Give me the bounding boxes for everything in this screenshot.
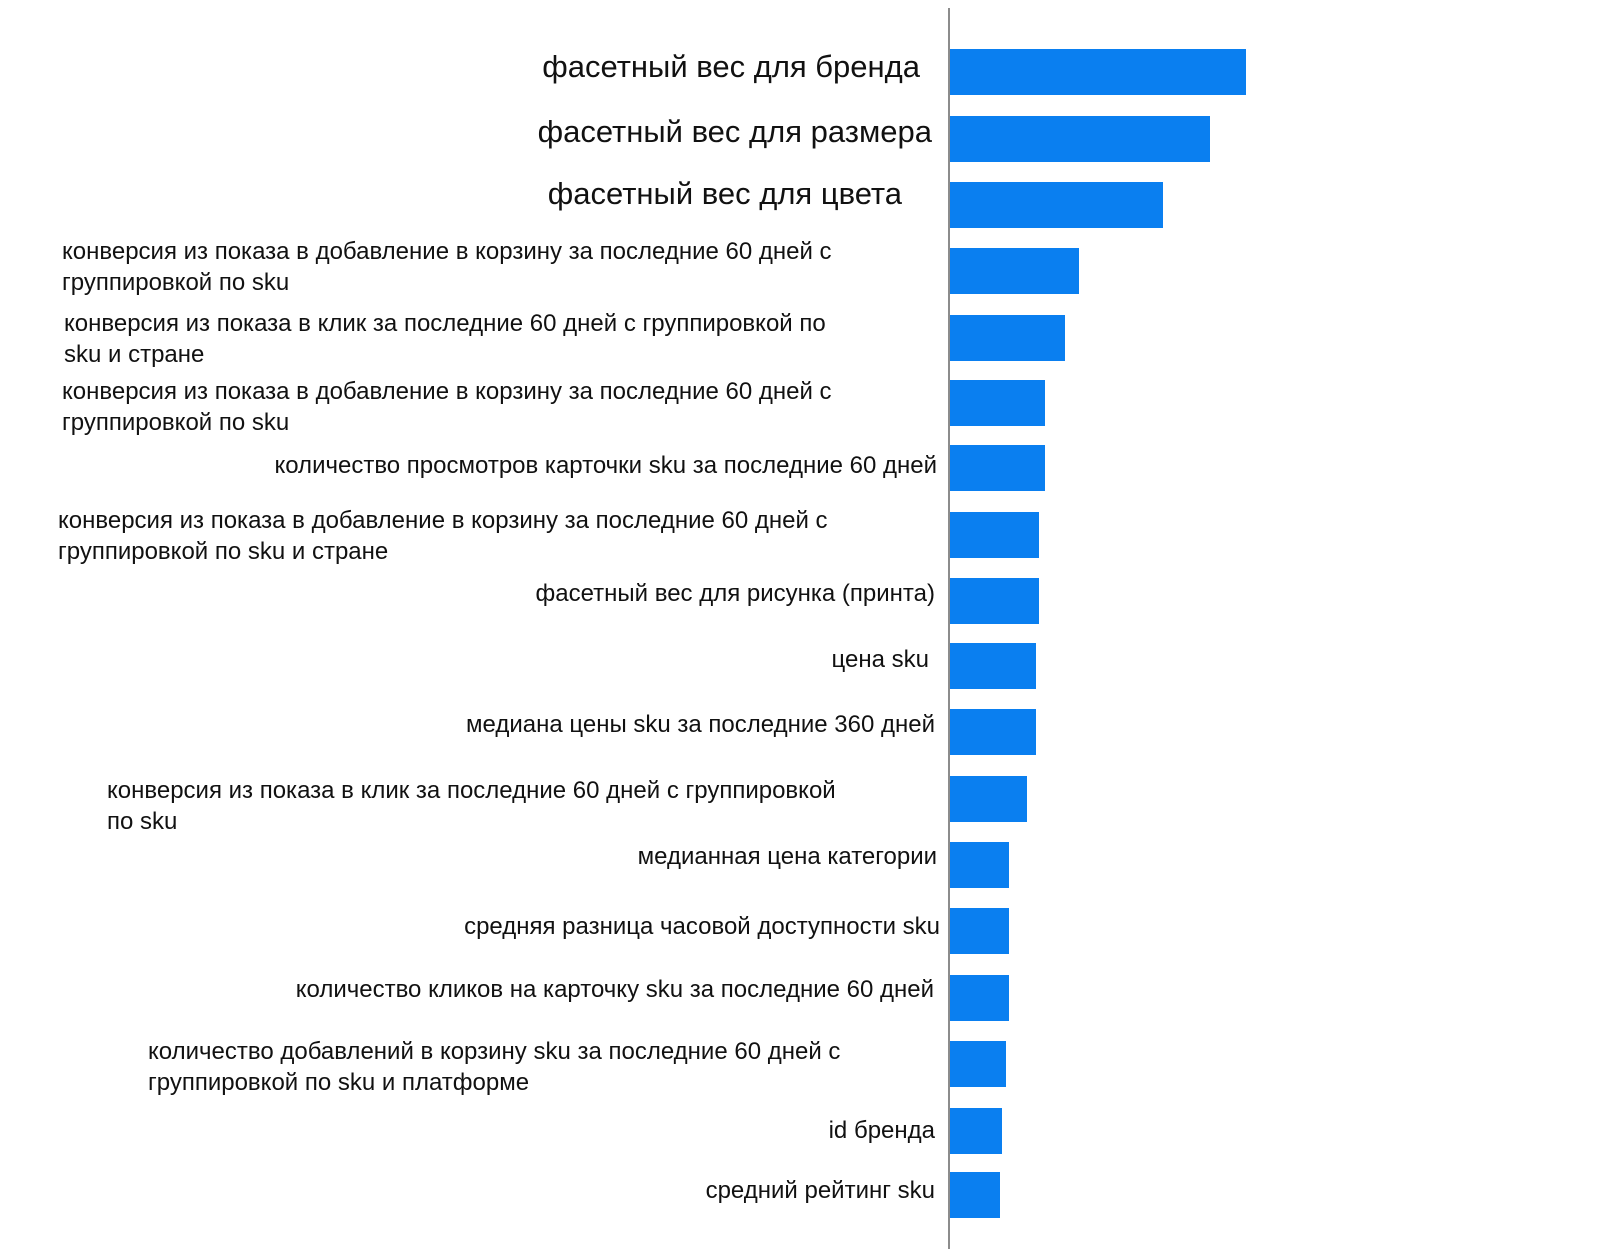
bar-17 (950, 1108, 1002, 1154)
category-label-18: средний рейтинг sku (705, 1177, 935, 1204)
category-label-16: количество добавлений в корзину sku за п… (148, 1038, 841, 1097)
category-label-11: медиана цены sku за последние 360 дней (466, 711, 935, 738)
bar-8 (950, 512, 1039, 558)
bar-9 (950, 578, 1039, 624)
category-label-12: конверсия из показа в клик за последние … (107, 777, 836, 836)
bar-14 (950, 908, 1009, 954)
bar-1 (950, 49, 1246, 95)
category-label-8: конверсия из показа в добавление в корзи… (58, 507, 828, 566)
bar-10 (950, 643, 1036, 689)
bar-11 (950, 709, 1036, 755)
category-label-14: средняя разница часовой доступности sku (464, 913, 940, 940)
category-label-3: фасетный вес для цвета (547, 176, 902, 211)
category-label-9: фасетный вес для рисунка (принта) (535, 580, 936, 607)
category-label-2: фасетный вес для размера (537, 114, 932, 149)
bar-2 (950, 116, 1210, 162)
category-label-17: id бренда (828, 1117, 935, 1144)
bar-15 (950, 975, 1009, 1021)
y-axis-line (948, 8, 950, 1249)
bar-6 (950, 380, 1045, 426)
bar-12 (950, 776, 1027, 822)
bar-13 (950, 842, 1009, 888)
category-label-15: количество кликов на карточку sku за пос… (295, 976, 934, 1003)
bar-18 (950, 1172, 1000, 1218)
bar-7 (950, 445, 1045, 491)
category-label-13: медианная цена категории (637, 843, 937, 870)
category-label-6: конверсия из показа в добавление в корзи… (62, 378, 832, 437)
category-label-5: конверсия из показа в клик за последние … (64, 310, 826, 369)
bar-5 (950, 315, 1065, 361)
category-label-4: конверсия из показа в добавление в корзи… (62, 238, 832, 297)
category-label-10: цена sku (831, 646, 929, 673)
category-label-7: количество просмотров карточки sku за по… (274, 452, 937, 479)
bar-16 (950, 1041, 1006, 1087)
category-label-1: фасетный вес для бренда (542, 49, 920, 84)
bar-4 (950, 248, 1079, 294)
bar-3 (950, 182, 1163, 228)
